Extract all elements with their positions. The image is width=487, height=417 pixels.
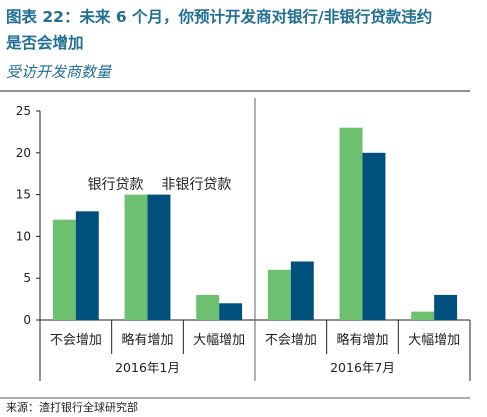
y-tick-label: 10 [16,229,31,243]
bar-bank-loan [339,127,363,320]
category-label: 大幅增加 [408,333,460,348]
category-label: 不会增加 [50,333,102,348]
bar-nonbank-loan [219,303,243,320]
bar-bank-loan [124,194,148,320]
chart-subtitle: 受访开发商数量 [6,63,113,81]
bar-bank-loan [196,294,220,320]
y-tick-label: 20 [16,146,31,160]
chart-title-line-1: 图表 22：未来 6 个月，你预计开发商对银行/非银行贷款违约 [6,7,432,26]
y-tick-label: 0 [23,313,31,327]
bar-nonbank-loan [362,152,386,320]
bar-nonbank-loan [147,194,171,320]
bar-bank-loan [52,219,76,320]
group-label: 2016年7月 [330,360,395,375]
category-label: 不会增加 [265,333,317,348]
legend-label-nonbank-loan: 非银行贷款 [161,177,231,193]
bar-nonbank-loan [290,261,314,320]
bar-nonbank-loan [75,211,99,320]
bar-bank-loan [267,269,291,320]
bar-nonbank-loan [434,294,458,320]
group-label: 2016年1月 [115,360,180,375]
y-tick-label: 25 [16,104,31,118]
category-label: 略有增加 [336,332,388,348]
y-tick-label: 15 [16,188,31,202]
legend-label-bank-loan: 银行贷款 [88,177,144,193]
source-note: 来源：渣打银行全球研究部 [6,400,138,414]
chart-title-line-2: 是否会增加 [5,33,84,52]
y-tick-label: 5 [23,271,31,285]
bar-bank-loan [411,311,435,320]
category-label: 大幅增加 [193,333,245,348]
category-label: 略有增加 [121,332,173,348]
